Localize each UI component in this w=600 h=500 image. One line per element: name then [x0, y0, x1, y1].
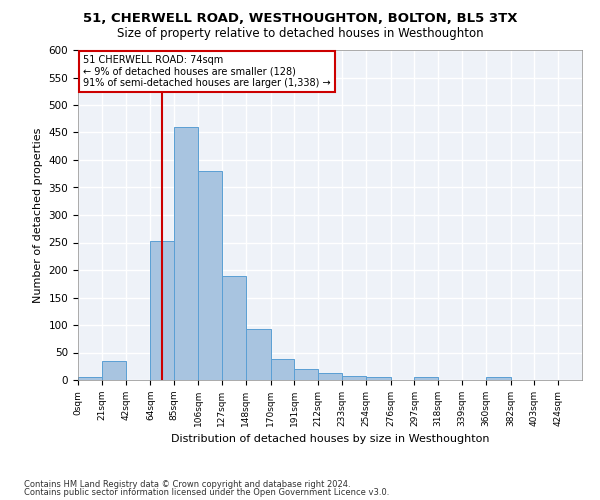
Bar [102, 361, 125, 380]
Bar [342, 376, 365, 380]
Bar [365, 376, 391, 380]
Bar [486, 377, 511, 380]
X-axis label: Distribution of detached houses by size in Westhoughton: Distribution of detached houses by size … [171, 434, 489, 444]
Text: Contains public sector information licensed under the Open Government Licence v3: Contains public sector information licen… [24, 488, 389, 497]
Bar [318, 373, 342, 380]
Text: 51, CHERWELL ROAD, WESTHOUGHTON, BOLTON, BL5 3TX: 51, CHERWELL ROAD, WESTHOUGHTON, BOLTON,… [83, 12, 517, 26]
Bar [198, 171, 222, 380]
Bar [151, 241, 174, 380]
Bar [174, 127, 198, 380]
Bar [222, 276, 245, 380]
Y-axis label: Number of detached properties: Number of detached properties [33, 128, 43, 302]
Text: Size of property relative to detached houses in Westhoughton: Size of property relative to detached ho… [116, 28, 484, 40]
Bar [271, 359, 295, 380]
Bar [78, 377, 102, 380]
Bar [245, 330, 271, 380]
Bar [415, 376, 438, 380]
Text: Contains HM Land Registry data © Crown copyright and database right 2024.: Contains HM Land Registry data © Crown c… [24, 480, 350, 489]
Bar [295, 369, 318, 380]
Text: 51 CHERWELL ROAD: 74sqm
← 9% of detached houses are smaller (128)
91% of semi-de: 51 CHERWELL ROAD: 74sqm ← 9% of detached… [83, 55, 331, 88]
